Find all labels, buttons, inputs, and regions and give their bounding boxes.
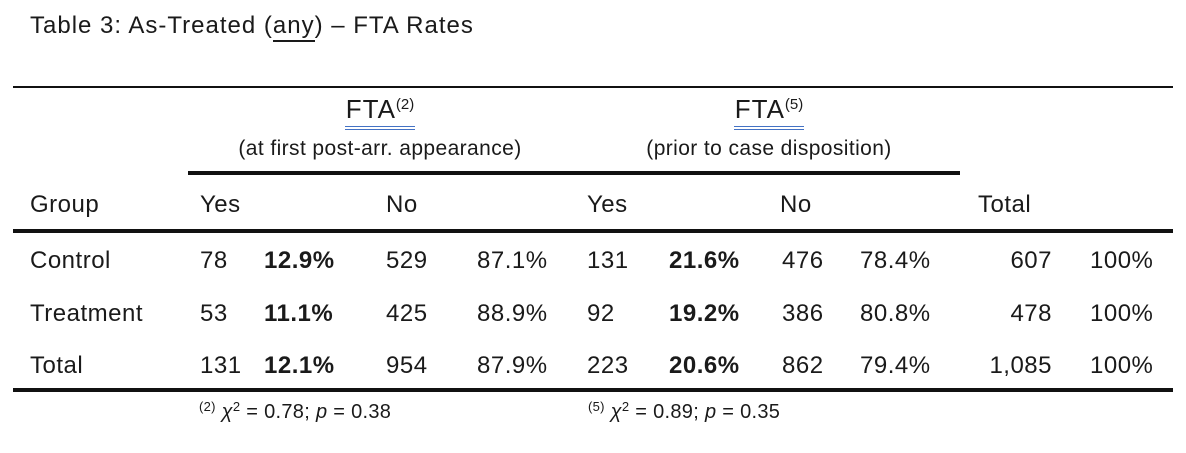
cell-fta2-yes-rate: 12.1% xyxy=(264,352,335,379)
table-row-treatment: Treatment 53 11.1% 425 88.9% 92 19.2% 38… xyxy=(0,300,1186,328)
col-header-total: Total xyxy=(978,191,1032,218)
footnote-fta5-chi-square: (5) χ2 = 0.89; p = 0.35 xyxy=(588,399,780,424)
chi-exponent: 2 xyxy=(621,399,630,414)
row-label: Total xyxy=(30,352,84,379)
fta5-group-header: FTA(5) xyxy=(589,94,949,130)
cell-fta5-yes-rate: 19.2% xyxy=(669,300,740,327)
row-label: Treatment xyxy=(30,300,143,327)
col-header-group: Group xyxy=(30,191,100,218)
cell-fta2-no-rate: 88.9% xyxy=(477,300,548,327)
footnote-chi-value: = 0.89; xyxy=(629,401,705,423)
cell-total-rate: 100% xyxy=(1090,300,1154,327)
cell-fta2-yes-count: 131 xyxy=(200,352,242,379)
table-title-suffix: ) – FTA Rates xyxy=(314,12,474,39)
cell-fta5-no-rate: 79.4% xyxy=(860,352,931,379)
col-header-fta2-no: No xyxy=(386,191,418,218)
cell-fta5-no-rate: 80.8% xyxy=(860,300,931,327)
chi-symbol: χ xyxy=(610,401,622,423)
col-header-fta5-no: No xyxy=(780,191,812,218)
footnote-fta5-superscript: (5) xyxy=(588,399,605,414)
cell-fta2-yes-rate: 12.9% xyxy=(264,247,335,274)
fta2-subtitle: (at first post-arr. appearance) xyxy=(238,137,522,160)
p-symbol: p xyxy=(704,401,717,423)
cell-fta2-no-rate: 87.9% xyxy=(477,352,548,379)
cell-fta5-yes-count: 131 xyxy=(587,247,629,274)
cell-fta5-yes-rate: 21.6% xyxy=(669,247,740,274)
cell-fta5-yes-count: 223 xyxy=(587,352,629,379)
cell-total-count: 607 xyxy=(1010,247,1052,274)
table-top-rule xyxy=(13,86,1173,88)
fta-group-span-rule xyxy=(188,171,960,175)
cell-fta5-no-count: 862 xyxy=(782,352,824,379)
header-bottom-rule xyxy=(13,229,1173,233)
cell-total-rate: 100% xyxy=(1090,352,1154,379)
row-label: Control xyxy=(30,247,111,274)
cell-fta5-no-rate: 78.4% xyxy=(860,247,931,274)
cell-total-count: 1,085 xyxy=(989,352,1052,379)
p-symbol: p xyxy=(315,401,328,423)
fta5-subtitle: (prior to case disposition) xyxy=(646,137,892,160)
table-title-underlined-word: any xyxy=(272,12,315,42)
fta2-superscript: (2) xyxy=(395,96,415,113)
col-header-fta2-yes: Yes xyxy=(200,191,241,218)
table-row-total: Total 131 12.1% 954 87.9% 223 20.6% 862 … xyxy=(0,352,1186,380)
footnote-fta2-superscript: (2) xyxy=(199,399,216,414)
chi-symbol: χ xyxy=(221,401,233,423)
cell-fta5-yes-rate: 20.6% xyxy=(669,352,740,379)
cell-fta2-yes-rate: 11.1% xyxy=(264,300,334,327)
fta5-label: FTA xyxy=(734,94,785,124)
cell-fta2-yes-count: 53 xyxy=(200,300,228,327)
cell-fta2-no-count: 954 xyxy=(386,352,428,379)
footnote-chi-value: = 0.78; xyxy=(240,401,316,423)
fta2-group-header: FTA(2) xyxy=(190,94,570,130)
cell-fta2-no-count: 425 xyxy=(386,300,428,327)
cell-total-rate: 100% xyxy=(1090,247,1154,274)
cell-fta5-yes-count: 92 xyxy=(587,300,615,327)
fta2-label-underlined: FTA(2) xyxy=(344,94,416,130)
cell-fta5-no-count: 476 xyxy=(782,247,824,274)
table-row-control: Control 78 12.9% 529 87.1% 131 21.6% 476… xyxy=(0,247,1186,275)
footnote-p-value: = 0.38 xyxy=(327,401,392,423)
cell-fta2-no-rate: 87.1% xyxy=(477,247,548,274)
fta5-superscript: (5) xyxy=(784,96,804,113)
column-header-row: Group Yes No Yes No Total xyxy=(0,191,1186,219)
chi-exponent: 2 xyxy=(232,399,241,414)
cell-fta2-yes-count: 78 xyxy=(200,247,228,274)
cell-fta2-no-count: 529 xyxy=(386,247,428,274)
fta2-label: FTA xyxy=(345,94,396,124)
cell-total-count: 478 xyxy=(1010,300,1052,327)
table-title: Table 3: As-Treated (any) – FTA Rates xyxy=(30,12,474,42)
col-header-fta5-yes: Yes xyxy=(587,191,628,218)
footnote-fta2-chi-square: (2) χ2 = 0.78; p = 0.38 xyxy=(199,399,391,424)
cell-fta5-no-count: 386 xyxy=(782,300,824,327)
fta5-label-underlined: FTA(5) xyxy=(733,94,805,130)
footnote-p-value: = 0.35 xyxy=(716,401,781,423)
table-bottom-rule xyxy=(13,388,1173,392)
table-title-prefix: Table 3: As-Treated ( xyxy=(30,12,273,39)
